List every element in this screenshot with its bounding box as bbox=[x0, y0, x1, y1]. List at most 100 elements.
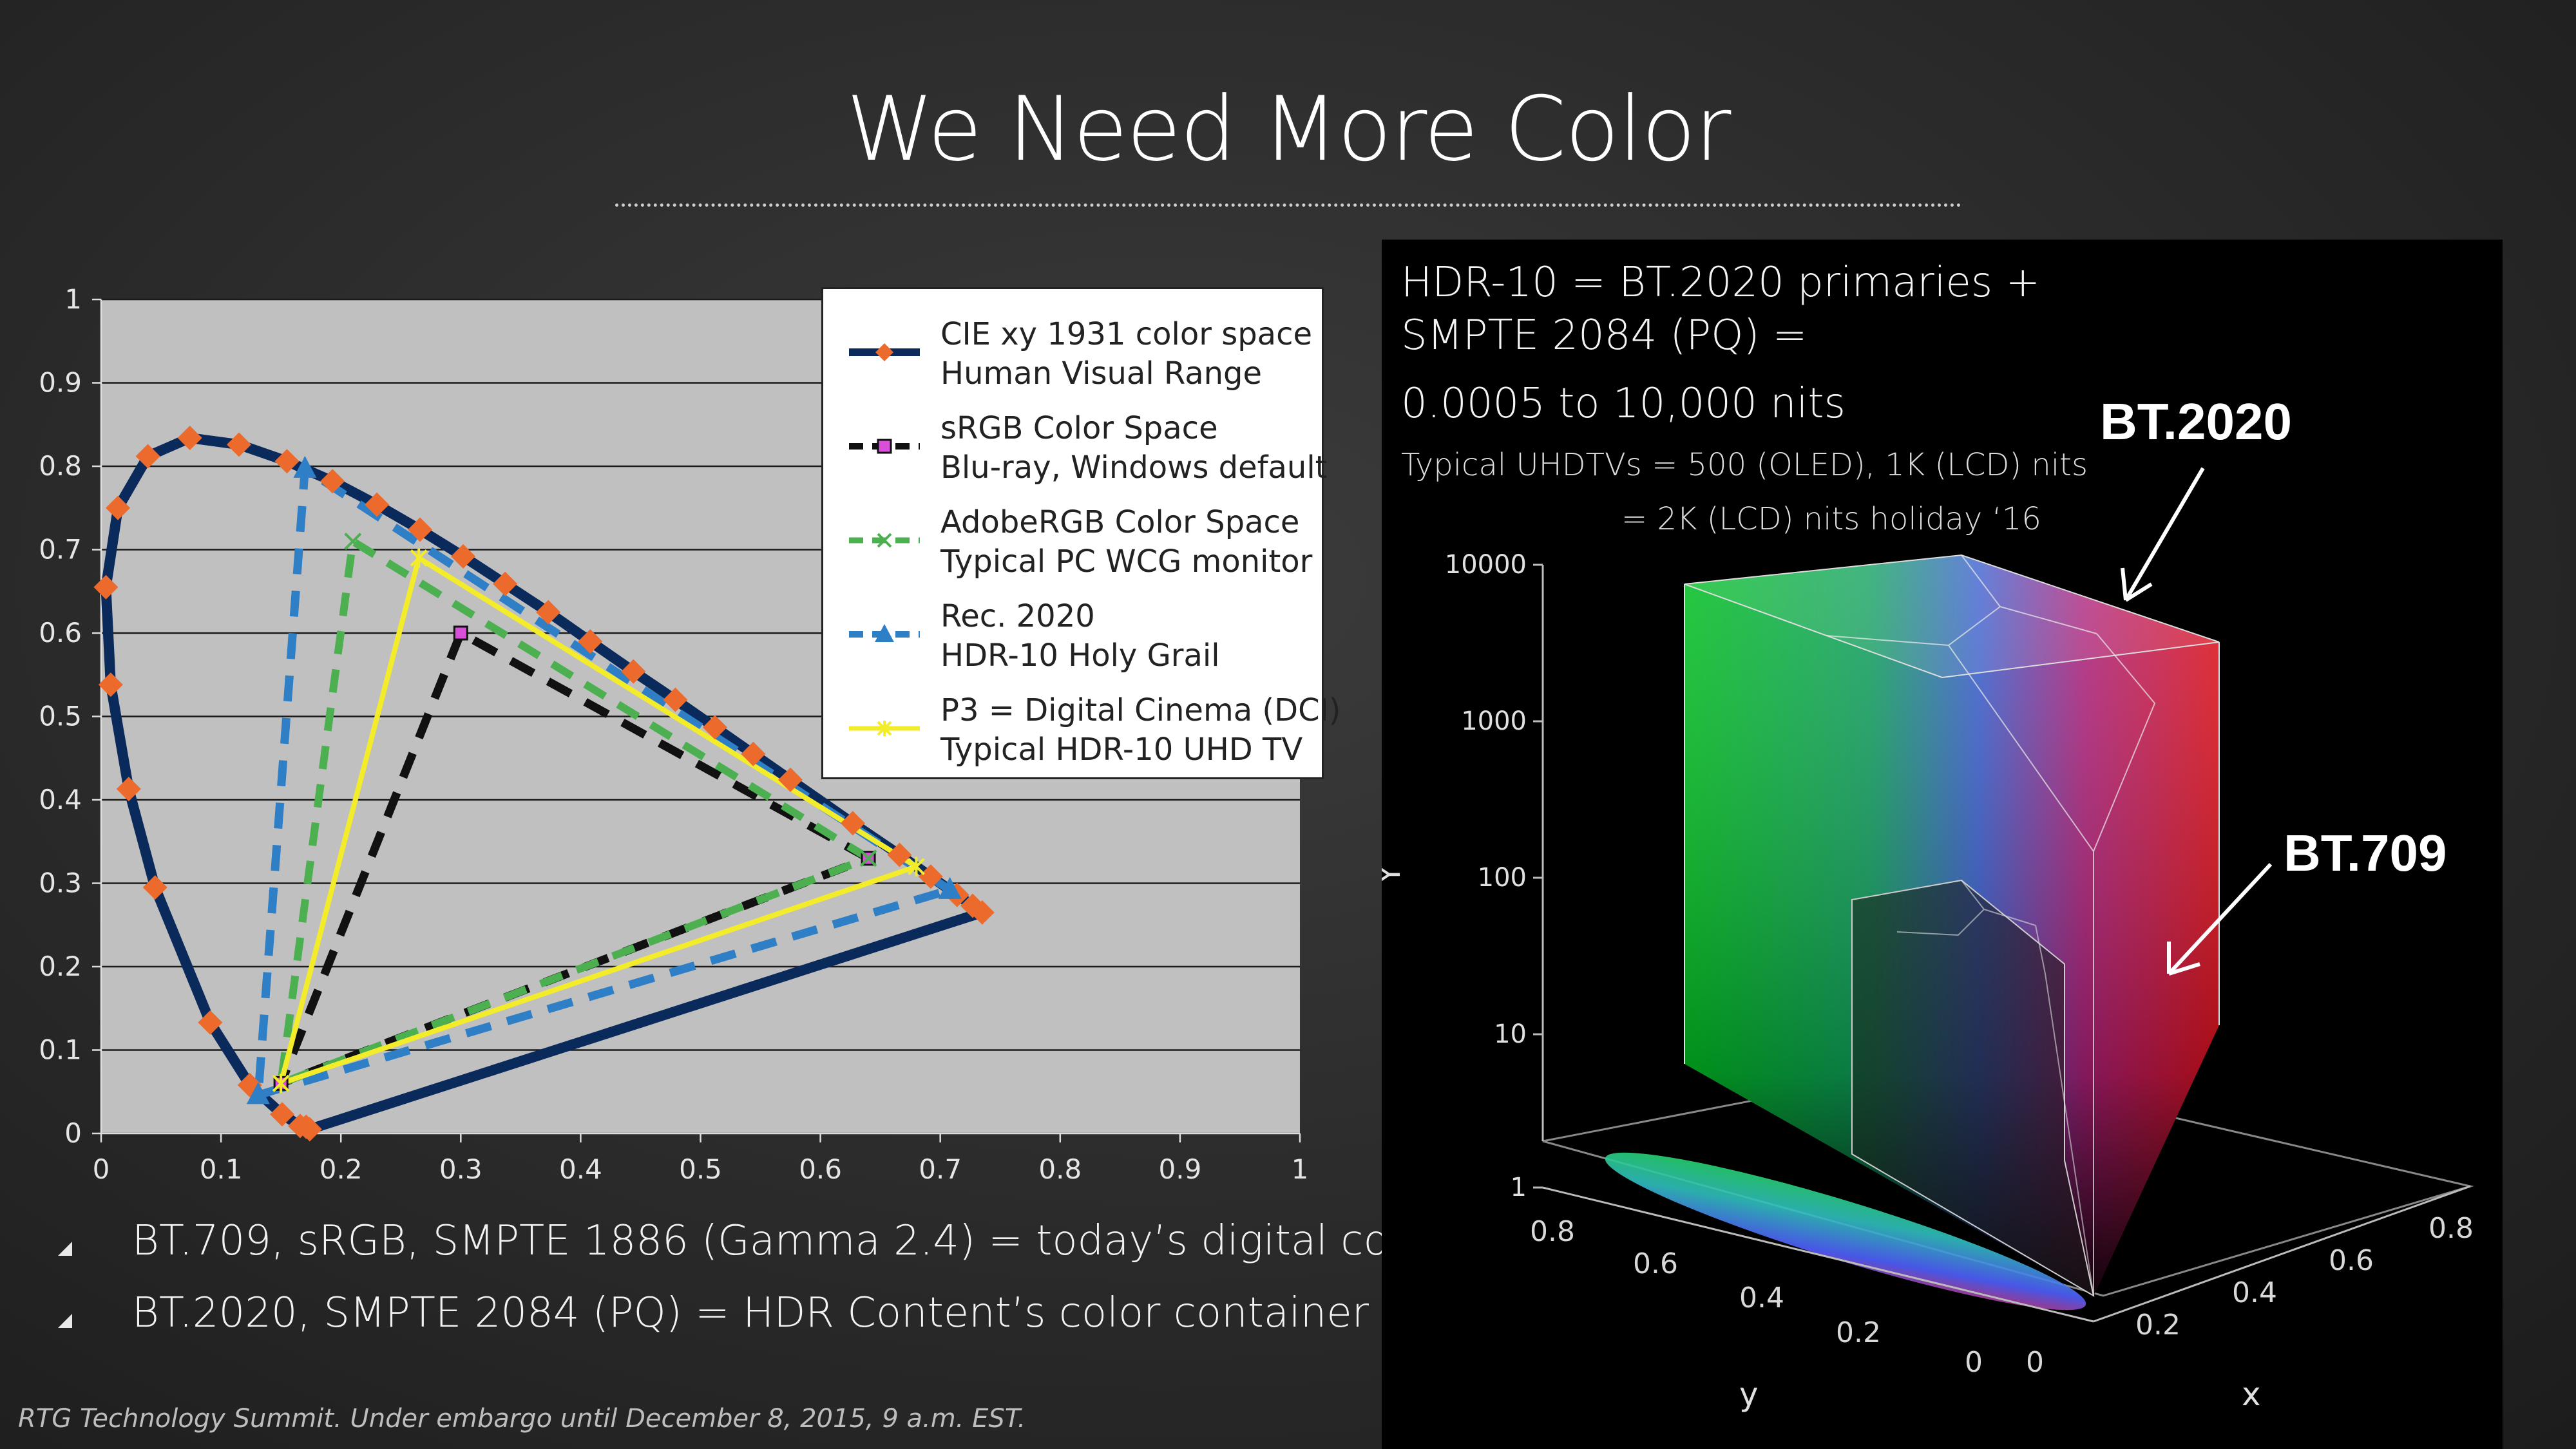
cie-marker bbox=[741, 741, 766, 766]
legend-label-rec2020: Rec. 2020 HDR-10 Holy Grail bbox=[940, 598, 1220, 674]
floor-ytick: 0 bbox=[1965, 1346, 1983, 1379]
cie-marker bbox=[116, 777, 141, 802]
floor-ytick: 0.4 bbox=[1739, 1282, 1784, 1314]
cie-marker bbox=[270, 1102, 295, 1127]
p3-marker bbox=[410, 548, 428, 568]
y-tick-label: 0.1 bbox=[39, 1034, 82, 1066]
cie-marker bbox=[198, 1010, 223, 1035]
holiday-nits: = 2K (LCD) nits holiday ‘16 bbox=[1621, 501, 2041, 537]
bullet-text: BT.709, sRGB, SMPTE 1886 (Gamma 2.4) = t… bbox=[132, 1217, 1499, 1265]
cie-marker bbox=[960, 893, 985, 918]
y-tick-label: 0.2 bbox=[39, 951, 82, 982]
cie-marker bbox=[702, 715, 727, 740]
gamut-ytick: 1 bbox=[1511, 1173, 1527, 1202]
gamut-ytick: 10 bbox=[1494, 1019, 1527, 1049]
legend-item-adobergb: AdobeRGB Color Space Typical PC WCG monit… bbox=[823, 503, 1326, 587]
x-tick-label: 0.9 bbox=[1159, 1153, 1202, 1185]
legend-item-cie: CIE xy 1931 color space Human Visual Rang… bbox=[823, 315, 1326, 399]
bullet-triangle-icon bbox=[58, 1242, 72, 1256]
floor-ytick: 0.8 bbox=[1530, 1215, 1575, 1248]
cie-marker bbox=[621, 659, 646, 684]
cie-marker bbox=[98, 672, 123, 697]
floor-xtick: 0.6 bbox=[2329, 1244, 2374, 1277]
cie-marker bbox=[287, 1113, 312, 1139]
cie-marker bbox=[365, 492, 390, 517]
cie-marker bbox=[451, 544, 476, 569]
y-tick-label: 0.3 bbox=[39, 867, 82, 899]
floor-xtick: 0 bbox=[2026, 1346, 2044, 1379]
visible-locus-floor bbox=[1605, 1152, 2086, 1311]
y-tick-label: 0 bbox=[64, 1117, 82, 1149]
gamut-ytick: 10000 bbox=[1445, 550, 1527, 580]
srgb-gamut-line bbox=[276, 629, 871, 1088]
y-tick-label: 1 bbox=[64, 283, 82, 315]
p3-gamut-line bbox=[278, 555, 918, 1086]
floor-xtick: 0.4 bbox=[2232, 1276, 2277, 1309]
cie-marker bbox=[778, 767, 803, 792]
legend-item-srgb: sRGB Color Space Blu-ray, Windows default bbox=[823, 409, 1328, 493]
cie-marker bbox=[536, 600, 561, 625]
rec2020-marker bbox=[246, 1082, 270, 1104]
cie-marker bbox=[135, 444, 160, 469]
bt2020-callout-label: BT.2020 bbox=[2100, 393, 2292, 450]
cie-marker bbox=[106, 495, 131, 520]
floor-xtick: 0.2 bbox=[2135, 1309, 2180, 1341]
p3-marker bbox=[272, 1074, 290, 1094]
cie-marker bbox=[408, 517, 433, 542]
y-tick-label: 0.5 bbox=[39, 701, 82, 732]
hdr-equation-line1: HDR-10 = BT.2020 primaries + bbox=[1401, 259, 2041, 307]
bt2020-callout-arrow bbox=[2121, 467, 2205, 602]
chart-legend: CIE xy 1931 color space Human Visual Rang… bbox=[821, 287, 1340, 779]
x-tick-label: 0.1 bbox=[200, 1153, 243, 1185]
title-divider bbox=[615, 204, 1961, 207]
legend-label-adobergb: AdobeRGB Color Space Typical PC WCG monit… bbox=[940, 504, 1313, 580]
cie-marker bbox=[887, 842, 912, 867]
rec2020-marker bbox=[293, 455, 317, 478]
legend-swatch-rec2020 bbox=[849, 624, 920, 642]
legend-swatch-cie bbox=[849, 343, 920, 361]
x-tick-label: 0.5 bbox=[679, 1153, 722, 1185]
cie-marker bbox=[969, 900, 995, 925]
gamut-volume-illustration: 10000 1000 100 10 1 Y 0.8 0.6 0.4 0.2 0 … bbox=[1382, 393, 2474, 1413]
hdr-gamut-panel: 10000 1000 100 10 1 Y 0.8 0.6 0.4 0.2 0 … bbox=[1382, 240, 2503, 1449]
cie-marker bbox=[663, 687, 688, 712]
bt709-callout-arrow bbox=[2167, 862, 2273, 976]
bt709-callout-label: BT.709 bbox=[2284, 824, 2447, 882]
x-tick-label: 0.4 bbox=[559, 1153, 602, 1185]
y-tick-label: 0.9 bbox=[39, 367, 82, 399]
typical-uhdtv-nits: Typical UHDTVs = 500 (OLED), 1K (LCD) ni… bbox=[1401, 447, 2088, 483]
x-tick-label: 0.7 bbox=[919, 1153, 962, 1185]
srgb-marker bbox=[453, 625, 468, 641]
cie-marker bbox=[227, 432, 252, 457]
cie-marker bbox=[918, 864, 943, 889]
legend-label-p3: P3 = Digital Cinema (DCI) Typical HDR-10 … bbox=[940, 692, 1341, 768]
cie-marker bbox=[320, 469, 345, 494]
cie-marker bbox=[840, 811, 865, 836]
adobergb-marker bbox=[859, 849, 877, 867]
y-tick-label: 0.7 bbox=[39, 534, 82, 565]
x-tick-label: 0 bbox=[93, 1153, 110, 1185]
rec2020-marker bbox=[938, 876, 962, 899]
x-tick-label: 0.6 bbox=[799, 1153, 842, 1185]
gamut-ytick: 1000 bbox=[1461, 706, 1527, 736]
legend-label-cie: CIE xy 1931 color space Human Visual Rang… bbox=[940, 316, 1313, 392]
legend-label-srgb: sRGB Color Space Blu-ray, Windows default bbox=[940, 410, 1328, 486]
cie-marker bbox=[578, 629, 603, 654]
legend-swatch-p3 bbox=[849, 721, 920, 736]
floor-x-label: x bbox=[2242, 1376, 2261, 1413]
floor-y-label: y bbox=[1739, 1376, 1759, 1413]
x-tick-label: 0.8 bbox=[1038, 1153, 1082, 1185]
gamut-y-axis-label: Y bbox=[1382, 865, 1407, 884]
y-tick-label: 0.4 bbox=[39, 784, 82, 815]
floor-ytick: 0.2 bbox=[1836, 1316, 1881, 1349]
legend-item-p3: P3 = Digital Cinema (DCI) Typical HDR-10 … bbox=[823, 691, 1340, 775]
cie-marker bbox=[142, 875, 167, 900]
y-tick-label: 0.6 bbox=[39, 617, 82, 649]
legend-item-rec2020: Rec. 2020 HDR-10 Holy Grail bbox=[823, 597, 1326, 681]
cie-marker bbox=[177, 425, 202, 450]
bullet-triangle-icon bbox=[58, 1314, 72, 1328]
legend-swatch-adobergb bbox=[849, 533, 920, 548]
adobergb-marker bbox=[344, 533, 362, 550]
bullet-text: BT.2020, SMPTE 2084 (PQ) = HDR Content’s… bbox=[132, 1289, 1369, 1337]
rec2020-gamut-line bbox=[254, 464, 953, 1099]
